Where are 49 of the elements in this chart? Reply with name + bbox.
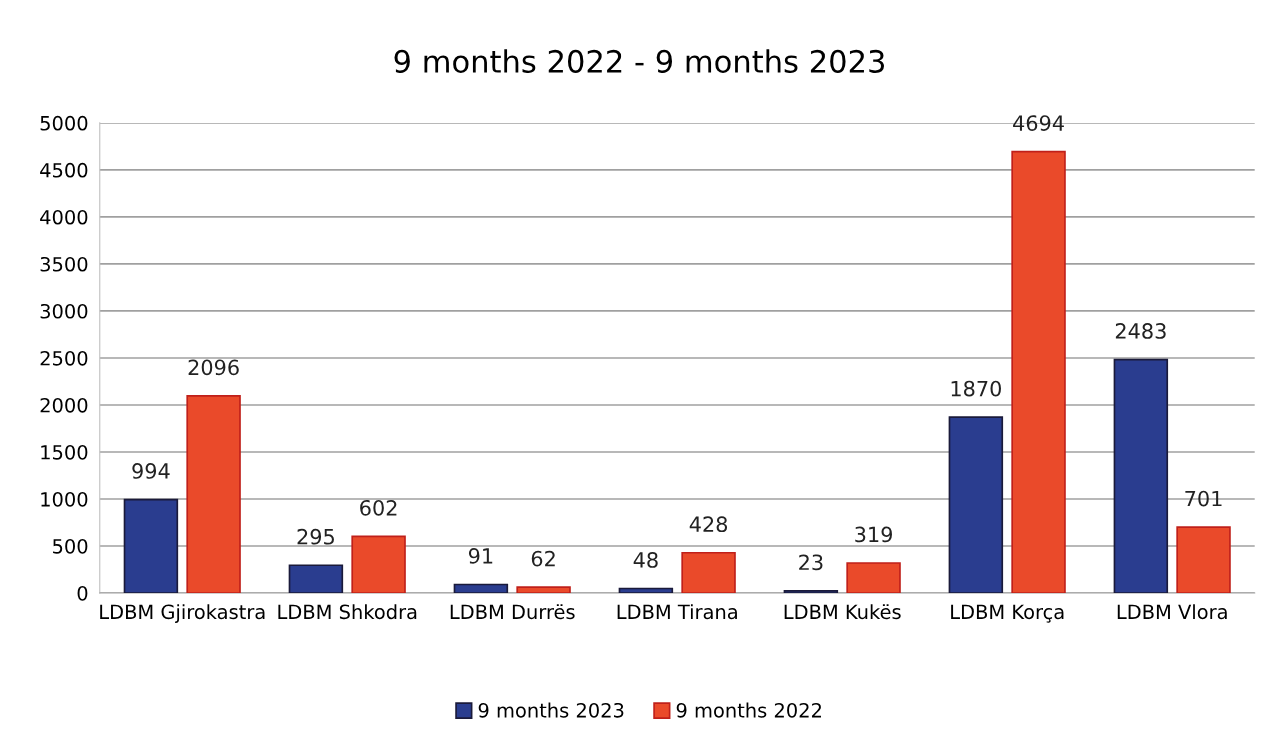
data-label: 2483 (1115, 323, 1166, 339)
bar (846, 562, 901, 594)
y-tick-label: 5000 (40, 115, 88, 131)
bar (123, 498, 179, 594)
y-tick-label: 4000 (40, 209, 88, 225)
x-tick-label: LDBM Tirana (617, 604, 737, 620)
data-label: 994 (132, 463, 170, 479)
bar (948, 416, 1004, 594)
data-label: 4694 (1013, 115, 1064, 131)
bar (453, 583, 509, 594)
x-tick-label: LDBM Vlora (1117, 604, 1227, 620)
bar (186, 395, 241, 594)
y-tick-label: 2500 (40, 350, 88, 366)
bar (1011, 150, 1066, 594)
legend-label: 9 months 2023 (478, 702, 624, 718)
bar (288, 564, 344, 594)
bar (351, 535, 406, 594)
data-label: 295 (297, 528, 334, 545)
data-label: 62 (531, 550, 555, 567)
x-tick-label: LDBM Shkodra (278, 604, 417, 620)
x-tick-label: LDBM Durrës (450, 604, 575, 620)
bar (1176, 526, 1231, 594)
bar (783, 590, 839, 594)
bar (618, 587, 674, 594)
bar (681, 551, 736, 594)
x-tick-label: LDBM Korça (951, 604, 1064, 623)
data-label: 2096 (188, 359, 239, 376)
data-label: 48 (633, 552, 658, 568)
data-label: 91 (468, 548, 493, 564)
bar (516, 586, 571, 594)
x-tick-label: LDBM Kukës (784, 604, 901, 620)
data-label: 1870 (951, 380, 1001, 397)
data-label: 602 (360, 499, 397, 516)
data-label: 428 (689, 516, 728, 533)
legend-label: 9 months 2022 (676, 702, 821, 718)
y-tick-label: 4500 (40, 162, 88, 178)
y-tick-label: 1500 (41, 444, 88, 460)
y-tick-label: 500 (53, 538, 88, 554)
y-tick-label: 2000 (40, 397, 88, 413)
y-tick-label: 3000 (40, 303, 88, 319)
data-label: 701 (1185, 490, 1222, 507)
x-tick-label: LDBM Gjirokastra (100, 604, 265, 623)
data-label: 23 (799, 554, 823, 571)
y-tick-label: 0 (77, 585, 88, 601)
y-tick-label: 3500 (40, 256, 88, 272)
chart-title: 9 months 2022 - 9 months 2023 (394, 49, 884, 73)
data-label: 319 (855, 526, 892, 543)
y-tick-label: 1000 (41, 491, 88, 507)
bar (1113, 358, 1169, 594)
